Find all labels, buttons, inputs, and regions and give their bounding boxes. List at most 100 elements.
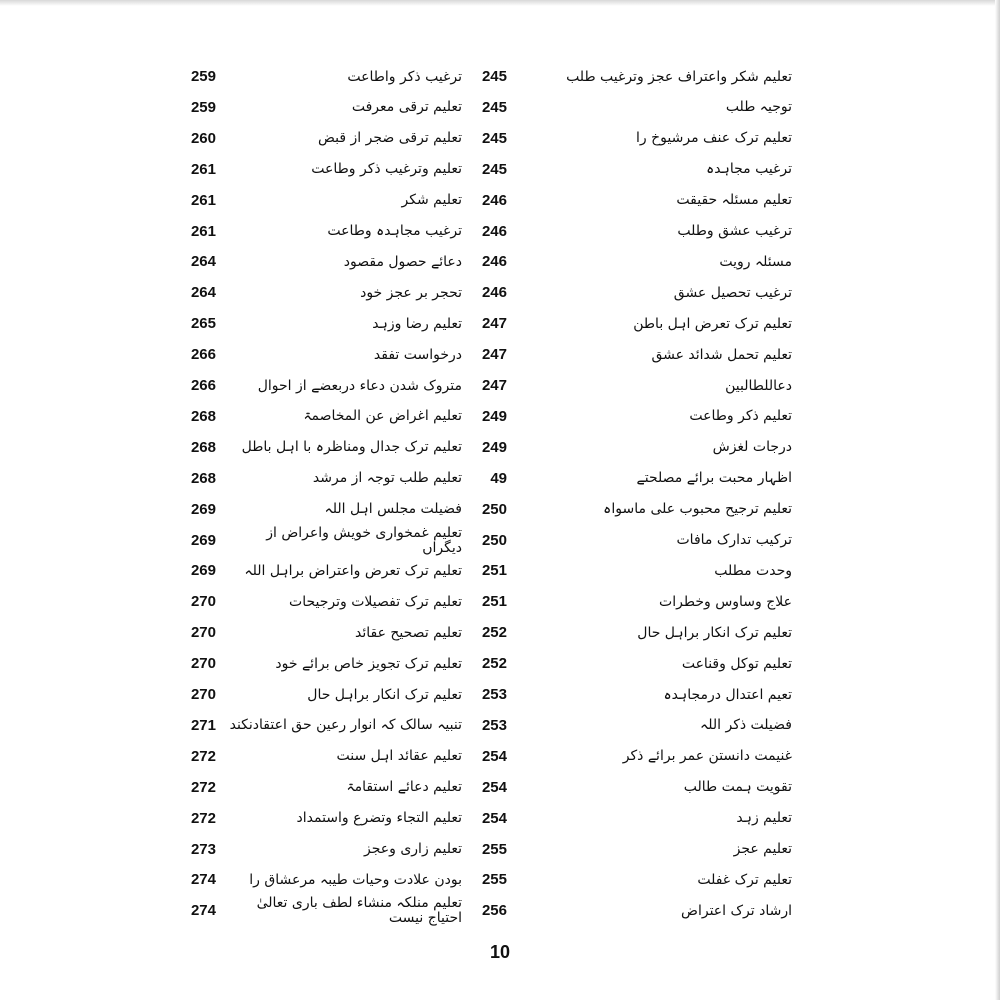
- toc-title: ارشاد ترک اعتراض: [681, 902, 792, 919]
- toc-entry: ترغیب مجاہدہ وطاعت 261: [0, 217, 1000, 247]
- toc-title: ترغیب مجاہدہ: [706, 161, 792, 178]
- toc-page-number: 268: [190, 438, 216, 456]
- toc-entry: ترکیب تدارک مافات 250: [0, 526, 1000, 556]
- toc-entry: تعلیم ترک غفلت 255: [0, 865, 1000, 895]
- toc-title: تعلیم ترک تعرض واعتراض براہل اللہ: [244, 562, 462, 579]
- toc-title: تعلیم تحمل شدائد عشق: [651, 346, 792, 363]
- toc-title: تعلیم اغراض عن المخاصمۃ: [303, 408, 462, 425]
- toc-entry: توجیہ طلب 245: [0, 93, 1000, 123]
- toc-entry: تعلیم ترک انکار براہل حال 252: [0, 618, 1000, 648]
- toc-entry: درجات لغزش 249: [0, 433, 1000, 463]
- toc-page-number: 272: [190, 747, 216, 765]
- toc-title: تعلیم ذکر وطاعت: [689, 408, 792, 425]
- toc-page-number: 250: [481, 500, 507, 518]
- toc-page-number: 264: [190, 284, 216, 302]
- toc-title: تعلیم زہد: [736, 810, 792, 827]
- toc-title: تعلیم وترغیب ذکر وطاعت: [311, 161, 462, 178]
- toc-page-number: 250: [481, 531, 507, 549]
- toc-title: دعاللطالبین: [725, 377, 792, 394]
- toc-page-number: 246: [481, 284, 507, 302]
- toc-page-number: 269: [190, 531, 216, 549]
- toc-page-number: 247: [481, 315, 507, 333]
- toc-page-number: 269: [190, 562, 216, 580]
- toc-page-number: 261: [190, 160, 216, 178]
- toc-page-number: 255: [481, 840, 507, 858]
- scan-edge-top: [0, 0, 1000, 6]
- toc-entry: تعلیم رضا وزہد 265: [0, 309, 1000, 339]
- toc-title: تقویت ہمت طالب: [683, 779, 792, 796]
- toc-page-number: 268: [190, 407, 216, 425]
- toc-entry: تعلیم شکر واعتراف عجز وترغیب طلب 245: [0, 62, 1000, 92]
- toc-page-number: 245: [481, 68, 507, 85]
- toc-page-number: 252: [481, 655, 507, 673]
- toc-entry: تعلیم ذکر وطاعت 249: [0, 402, 1000, 432]
- toc-entry: تعلیم وترغیب ذکر وطاعت 261: [0, 155, 1000, 185]
- toc-title: تعلیم ترک جدال ومناظرہ با اہل باطل: [241, 439, 462, 456]
- toc-page-number: 266: [190, 377, 216, 394]
- toc-title: تعلیم التجاء وتضرع واستمداد: [296, 810, 463, 827]
- toc-page-number: 246: [481, 222, 507, 240]
- toc-page-number: 260: [190, 129, 216, 147]
- toc-entry: تعلیم عقائد اہل سنت 272: [0, 742, 1000, 772]
- toc-title: تعلیم طلب توجہ از مرشد: [312, 470, 462, 487]
- toc-title: ترغیب ذکر واطاعت: [347, 68, 462, 85]
- toc-entry: تعلیم زہد 254: [0, 804, 1000, 834]
- toc-entry: تعلیم ترک جدال ومناظرہ با اہل باطل 268: [0, 433, 1000, 463]
- toc-entry: فضیلت مجلس اہل اللہ 269: [0, 495, 1000, 525]
- toc-entry: تنبیہ سالک کہ انوار رعین حق اعتقادنکند 27…: [0, 711, 1000, 741]
- toc-page-number: 270: [190, 655, 216, 673]
- toc-page-number: 254: [481, 778, 507, 796]
- toc-entry: علاج وساوس وخطرات 251: [0, 587, 1000, 617]
- toc-page-number: 245: [481, 160, 507, 178]
- toc-title: تعلیم شکر واعتراف عجز وترغیب طلب: [566, 68, 792, 85]
- toc-page-number: 264: [190, 253, 216, 271]
- toc-page-number: 245: [481, 129, 507, 147]
- toc-page-number: 256: [481, 902, 507, 920]
- toc-entry: وحدت مطلب 251: [0, 556, 1000, 586]
- toc-title: ترغیب تحصیل عشق: [673, 284, 792, 301]
- toc-entry: تعلیم ترک تجویز خاص برائے خود 270: [0, 649, 1000, 679]
- toc-entry: تعلیم اغراض عن المخاصمۃ 268: [0, 402, 1000, 432]
- toc-title: تعلیم زاری وعجز: [364, 841, 462, 857]
- toc-entry: تعلیم شکر 261: [0, 186, 1000, 216]
- toc-entry: ترغیب تحصیل عشق 246: [0, 278, 1000, 308]
- toc-entry: تعلیم تصحیح عقائد 270: [0, 618, 1000, 648]
- toc-title: تعلیم رضا وزہد: [372, 315, 462, 332]
- toc-page-number: 272: [190, 778, 216, 796]
- toc-title: ترکیب تدارک مافات: [676, 532, 793, 548]
- toc-title: تعلیم غمخواری خویش واعراض از دیگراں: [266, 524, 462, 556]
- toc-page-number: 272: [190, 809, 216, 827]
- toc-entry: تعلیم ترقی معرفت 259: [0, 93, 1000, 123]
- toc-page-number: 269: [190, 500, 216, 518]
- toc-title: دعائے حصول مقصود: [343, 253, 462, 270]
- toc-entry: تعلیم ترقی ضجر از قبض 260: [0, 124, 1000, 154]
- toc-title: تعلیم ترک غفلت: [697, 871, 792, 888]
- toc-title: تنبیہ سالک کہ انوار رعین حق اعتقادنکند: [229, 717, 462, 734]
- toc-entry: تعلیم توکل وقناعت 252: [0, 649, 1000, 679]
- toc-entry: ترغیب مجاہدہ 245: [0, 155, 1000, 185]
- toc-page-number: 274: [190, 902, 216, 920]
- toc-page-number: 254: [481, 747, 507, 765]
- toc-title: تعلیم منلکہ منشاء لطف باری تعالیٰ احتیاج…: [256, 895, 462, 927]
- toc-page-number: 249: [481, 438, 507, 456]
- toc-title: تعلیم ترک تجویز خاص برائے خود: [275, 655, 462, 672]
- toc-title: ترغیب مجاہدہ وطاعت: [327, 223, 462, 239]
- toc-entry: تعلیم ترک تفصیلات وترجیحات 270: [0, 587, 1000, 617]
- toc-title: متروک شدن دعاء دربعضے از احوال: [257, 377, 462, 394]
- toc-entry: تعلیم عجز 255: [0, 835, 1000, 865]
- toc-title: تعلیم تصحیح عقائد: [354, 624, 462, 641]
- toc-page-number: 249: [481, 407, 507, 425]
- toc-page-number: 265: [190, 315, 216, 333]
- toc-page-number: 49: [490, 469, 507, 487]
- toc-page-number: 246: [481, 191, 507, 209]
- toc-title: تعلیم عقائد اہل سنت: [336, 748, 462, 765]
- toc-page-number: 268: [190, 469, 216, 487]
- toc-title: تعلیم ترجیح محبوب علی ماسواہ: [603, 501, 792, 518]
- toc-page-number: 254: [481, 809, 507, 827]
- toc-title: تعلیم عجز: [733, 841, 792, 857]
- toc-entry: مسئلہ رویت 246: [0, 247, 1000, 277]
- toc-title: تعلیم شکر: [401, 192, 462, 209]
- toc-page-number: 266: [190, 346, 216, 364]
- toc-page-number: 273: [190, 840, 216, 858]
- toc-title: توجیہ طلب: [725, 99, 792, 116]
